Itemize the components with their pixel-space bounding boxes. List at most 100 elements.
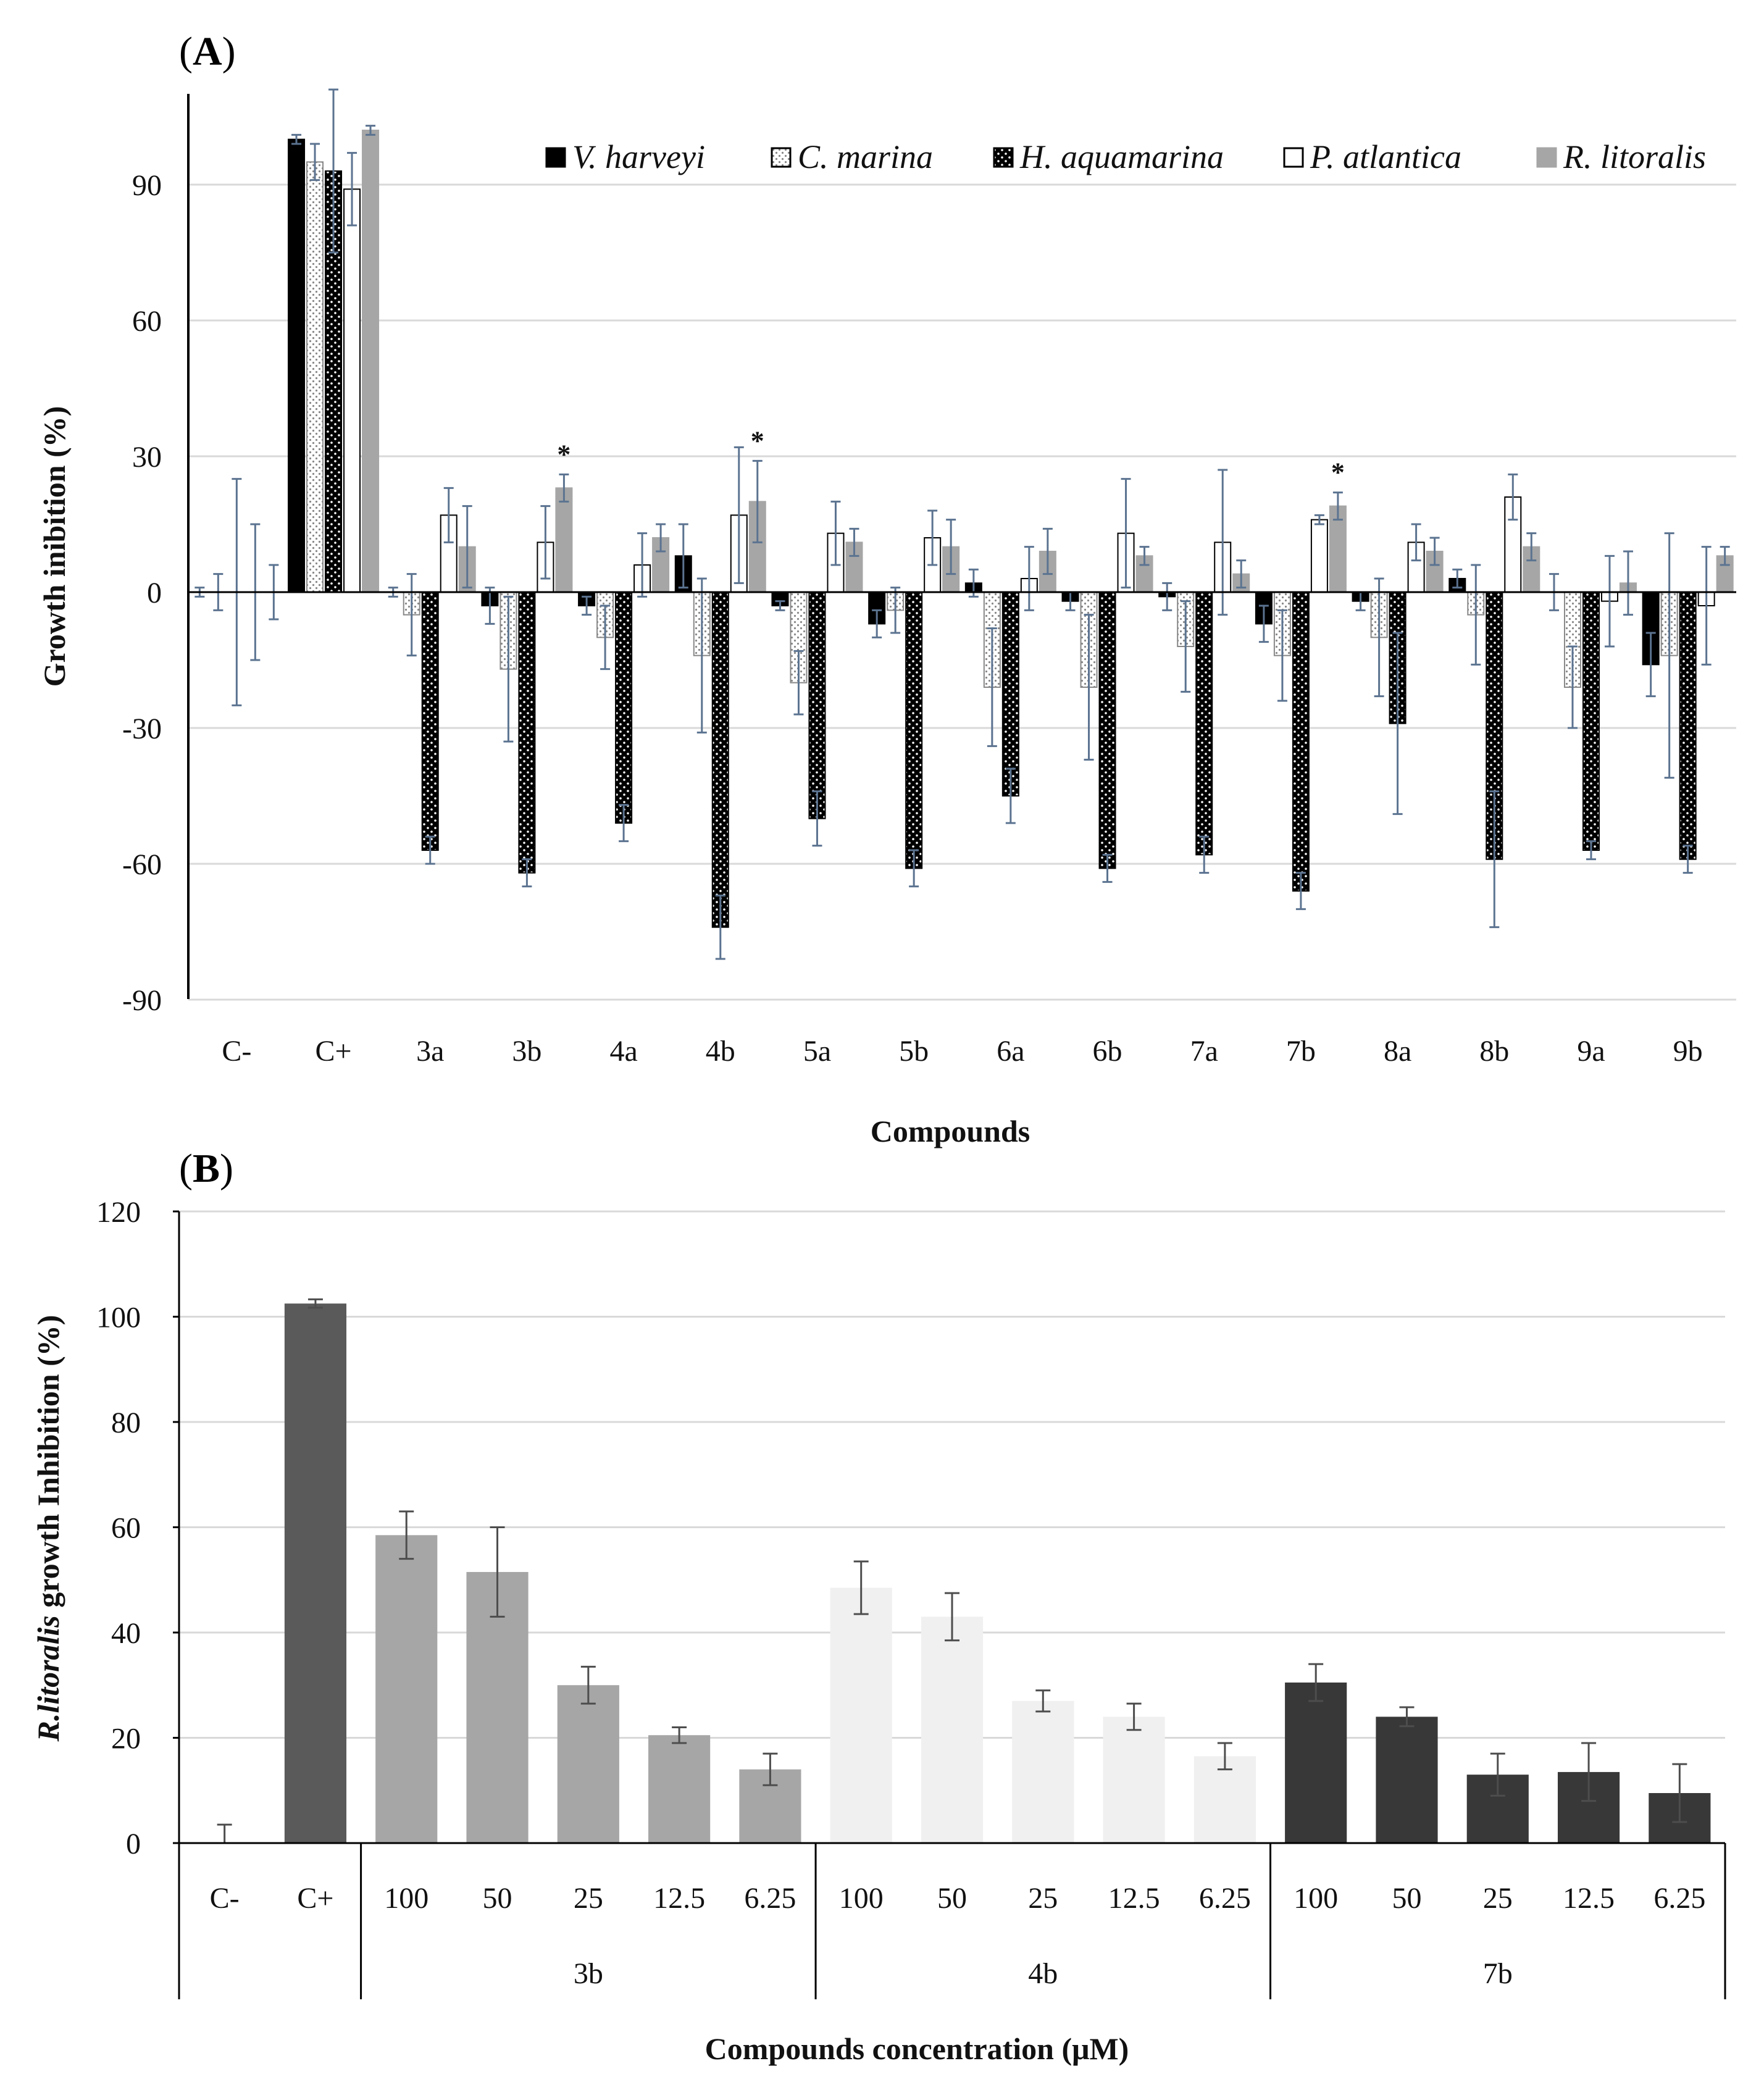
x-category-label: C+ [297, 1882, 333, 1915]
bar [362, 130, 380, 593]
panel-a: (A) * * * 90 60 30 0 -30 -60 -90 C- C+ 3a 3b 4a 4b 5a 5… [37, 29, 1736, 1148]
bar [830, 1587, 892, 1843]
x-tick-label: C+ [315, 1035, 351, 1068]
x-category-label: 100 [1294, 1882, 1338, 1915]
panel-a-gridlines [188, 183, 1736, 1001]
panel-b-y-title: R.litoralis growth Inhibition (%) [31, 1315, 65, 1742]
bar [1012, 1700, 1074, 1843]
bar [1679, 592, 1697, 860]
x-tick-label: 3b [512, 1035, 541, 1068]
x-category-label: 50 [483, 1882, 512, 1915]
bar [284, 1303, 347, 1843]
bar [421, 592, 439, 851]
legend-label: R. litoralis [1563, 138, 1706, 175]
x-tick-label: 5b [899, 1035, 929, 1068]
bar [615, 592, 633, 824]
bar [1582, 592, 1600, 851]
x-category-label: 100 [384, 1882, 428, 1915]
bar [557, 1685, 619, 1843]
x-category-label: 25 [1483, 1882, 1513, 1915]
y-tick-label: 60 [132, 305, 162, 338]
x-category-label: 50 [1392, 1882, 1421, 1915]
bar [1376, 1716, 1438, 1843]
x-tick-label: C- [222, 1035, 251, 1068]
legend-label: V. harveyi [572, 138, 705, 175]
y-tick-label: -90 [122, 984, 162, 1017]
bar [1285, 1682, 1347, 1843]
panel-a-label: (A) [179, 29, 236, 74]
bar [1098, 592, 1116, 869]
significance-star: * [751, 425, 764, 456]
x-category-label: 12.5 [1563, 1882, 1615, 1915]
group-label: 4b [1028, 1957, 1058, 1990]
x-tick-label: 7b [1286, 1035, 1316, 1068]
group-label: 3b [574, 1957, 603, 1990]
bar [343, 188, 361, 593]
bar [1103, 1716, 1165, 1843]
x-tick-label: 7a [1190, 1035, 1218, 1068]
y-tick-label: -60 [122, 848, 162, 881]
bar [288, 138, 306, 593]
x-category-label: 25 [1028, 1882, 1058, 1915]
x-category-label: 6.25 [1653, 1882, 1705, 1915]
legend-label: C. marina [798, 138, 933, 175]
bar [1292, 592, 1310, 892]
x-category-label: 12.5 [1108, 1882, 1160, 1915]
bar [648, 1735, 711, 1843]
legend-swatch [771, 147, 792, 168]
y-tick-label: 20 [111, 1723, 141, 1755]
y-tick-label: 0 [126, 1828, 141, 1860]
panel-b-error-bars [217, 1298, 1687, 1843]
y-tick-label: 0 [147, 577, 162, 609]
legend-swatch [545, 147, 566, 168]
panel-a-legend: V. harveyi C. marina H. aquamarina P. atlan… [545, 138, 1706, 175]
x-tick-label: 9b [1673, 1035, 1703, 1068]
panel-a-y-ticks: 90 60 30 0 -30 -60 -90 [122, 169, 162, 1017]
bar [905, 592, 923, 869]
x-tick-label: 8a [1384, 1035, 1411, 1068]
bar [921, 1616, 984, 1843]
bar [808, 592, 826, 819]
significance-star: * [557, 439, 571, 469]
y-tick-label: 40 [111, 1617, 141, 1650]
bar [1193, 1756, 1256, 1843]
x-tick-label: 8b [1479, 1035, 1509, 1068]
panel-a-x-ticks: C- C+ 3a 3b 4a 4b 5a 5b 6a 6b 7a 7b 8a 8b 9a 9b [222, 1035, 1702, 1068]
y-tick-label: 90 [132, 169, 162, 202]
legend-label: P. atlantica [1310, 138, 1461, 175]
legend-swatch [1283, 147, 1304, 168]
bar [711, 592, 729, 928]
panel-a-bars [191, 130, 1734, 928]
bar [375, 1535, 438, 1843]
x-category-label: 12.5 [653, 1882, 705, 1915]
panel-a-significance: * * * [557, 425, 1345, 487]
x-tick-label: 6b [1093, 1035, 1122, 1068]
bar [518, 592, 536, 874]
x-tick-label: 3a [416, 1035, 444, 1068]
x-category-label: 50 [937, 1882, 967, 1915]
bar [1195, 592, 1213, 856]
panel-b-x-categories: C- C+ 100 50 25 12.5 6.25 100 50 25 12.5 6.25 100 50 2… [178, 1843, 1726, 1999]
y-tick-label: 60 [111, 1512, 141, 1545]
panel-b-y-ticks: 120 100 80 60 40 20 0 [96, 1196, 179, 1860]
legend-label: H. aquamarina [1019, 138, 1224, 175]
y-tick-label: -30 [122, 713, 162, 745]
y-tick-label: 80 [111, 1407, 141, 1439]
panel-b-x-title: Compounds concentration (μM) [705, 2031, 1129, 2066]
significance-star: * [1331, 458, 1345, 488]
panel-b: (B) 120 100 80 60 40 20 0 C- C+ 100 50 25 12.5 6.25 1… [31, 1146, 1726, 2066]
x-tick-label: 4b [706, 1035, 735, 1068]
x-tick-label: 4a [609, 1035, 637, 1068]
panel-a-error-bars [194, 88, 1730, 960]
bar [306, 161, 324, 593]
bar [555, 487, 573, 593]
legend-swatch [993, 147, 1014, 168]
y-tick-label: 100 [96, 1302, 141, 1334]
x-category-label: 6.25 [1199, 1882, 1251, 1915]
group-label: 7b [1483, 1957, 1513, 1990]
y-tick-label: 120 [96, 1196, 141, 1229]
x-tick-label: 9a [1577, 1035, 1605, 1068]
bar [1001, 592, 1019, 797]
panel-a-x-title: Compounds [871, 1114, 1030, 1148]
